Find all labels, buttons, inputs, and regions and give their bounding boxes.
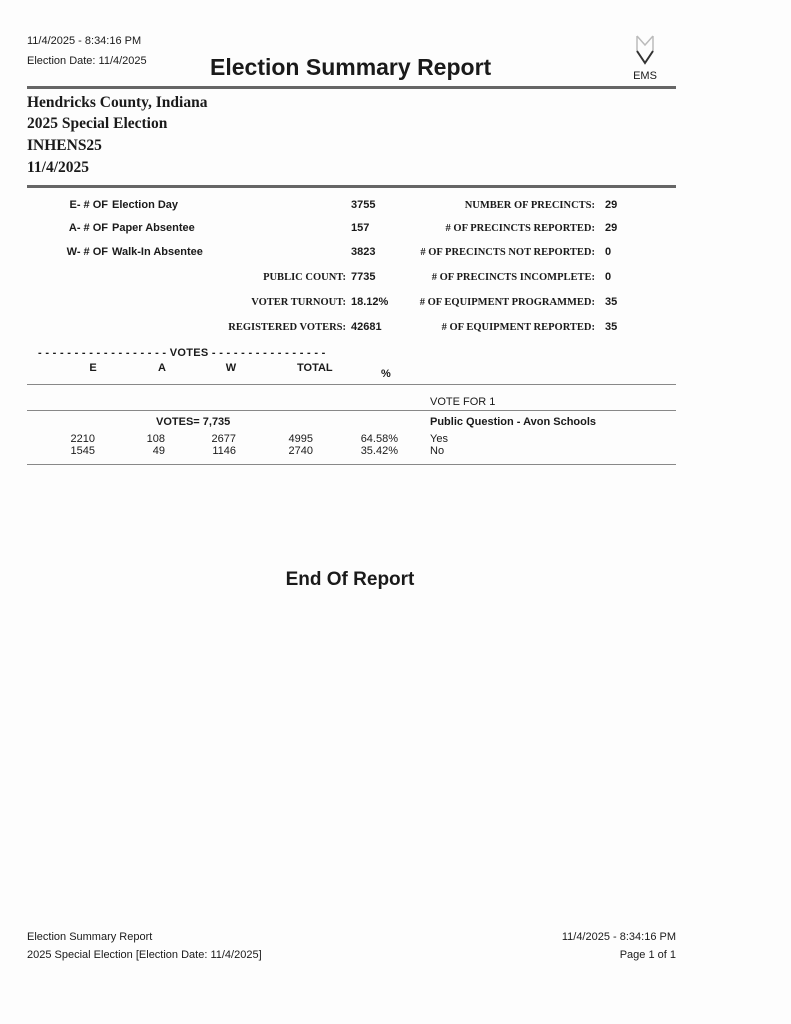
total-label: REGISTERED VOTERS: — [228, 322, 346, 333]
precinct-label: NUMBER OF PRECINCTS: — [464, 200, 595, 211]
report-timestamp: 11/4/2025 - 8:34:16 PM — [27, 35, 142, 47]
col-a: A — [158, 362, 166, 374]
divider — [27, 464, 676, 465]
precinct-value: 29 — [605, 199, 618, 211]
jurisdiction-date: 11/4/2025 — [27, 159, 90, 176]
logo-text: EMS — [633, 70, 657, 82]
footer-report-name: Election Summary Report — [27, 931, 153, 943]
vote-for: VOTE FOR 1 — [430, 396, 496, 408]
row-e: 2210 — [70, 433, 95, 445]
ballot-type-value: 3755 — [351, 199, 376, 211]
jurisdiction-code: INHENS25 — [27, 137, 102, 154]
ballot-type-name: Paper Absentee — [112, 222, 195, 234]
row-total: 2740 — [288, 445, 313, 457]
ballot-type-name: Walk-In Absentee — [112, 246, 203, 258]
col-pct: % — [381, 368, 391, 380]
precinct-value: 29 — [605, 222, 618, 234]
row-a: 49 — [152, 445, 165, 457]
ems-logo: EMS — [628, 33, 662, 82]
jurisdiction-election: 2025 Special Election — [27, 115, 168, 132]
total-value: 18.12% — [351, 296, 389, 308]
row-pct: 35.42% — [360, 445, 398, 457]
ballot-type-value: 157 — [351, 222, 370, 234]
precinct-value: 0 — [605, 246, 612, 258]
precinct-label: # OF EQUIPMENT PROGRAMMED: — [419, 297, 595, 308]
precinct-label: # OF PRECINCTS REPORTED: — [445, 223, 595, 234]
precinct-label: # OF PRECINCTS INCOMPLETE: — [431, 272, 595, 283]
divider — [27, 410, 676, 411]
election-date: Election Date: 11/4/2025 — [27, 55, 147, 67]
page-title: Election Summary Report — [210, 54, 492, 80]
row-w: 2677 — [211, 433, 236, 445]
end-of-report: End Of Report — [285, 569, 415, 590]
row-pct: 64.58% — [360, 433, 398, 445]
col-w: W — [225, 362, 237, 374]
ballot-type-code: E- # OF — [69, 199, 108, 211]
col-e: E — [89, 362, 97, 374]
divider — [27, 185, 676, 188]
total-label: PUBLIC COUNT: — [263, 272, 346, 283]
total-label: VOTER TURNOUT: — [251, 297, 346, 308]
precinct-value: 35 — [605, 321, 618, 333]
col-total: TOTAL — [297, 362, 333, 374]
votes-banner: - - - - - - - - - - - - - - - - - - VOTE… — [38, 347, 326, 359]
ems-logo-icon — [636, 35, 654, 65]
divider — [27, 86, 676, 89]
precinct-value: 35 — [605, 296, 618, 308]
row-a: 108 — [146, 433, 165, 445]
divider — [27, 384, 676, 385]
footer-election: 2025 Special Election [Election Date: 11… — [27, 949, 262, 961]
votes-total: VOTES= 7,735 — [156, 416, 231, 428]
ballot-type-name: Election Day — [112, 199, 179, 211]
ballot-type-code: W- # OF — [66, 246, 108, 258]
row-e: 1545 — [70, 445, 95, 457]
row-choice: Yes — [430, 433, 448, 445]
footer-timestamp: 11/4/2025 - 8:34:16 PM — [561, 931, 676, 943]
total-value: 42681 — [351, 321, 382, 333]
total-value: 7735 — [351, 271, 376, 283]
row-total: 4995 — [288, 433, 313, 445]
precinct-value: 0 — [605, 271, 612, 283]
ballot-type-code: A- # OF — [68, 222, 108, 234]
jurisdiction-county: Hendricks County, Indiana — [27, 94, 208, 111]
footer-page: Page 1 of 1 — [619, 949, 676, 961]
row-w: 1146 — [212, 445, 236, 457]
precinct-label: # OF PRECINCTS NOT REPORTED: — [420, 247, 595, 258]
ballot-type-value: 3823 — [351, 246, 376, 258]
contest-title: Public Question - Avon Schools — [430, 416, 597, 428]
precinct-label: # OF EQUIPMENT REPORTED: — [441, 322, 595, 333]
row-choice: No — [430, 445, 445, 457]
